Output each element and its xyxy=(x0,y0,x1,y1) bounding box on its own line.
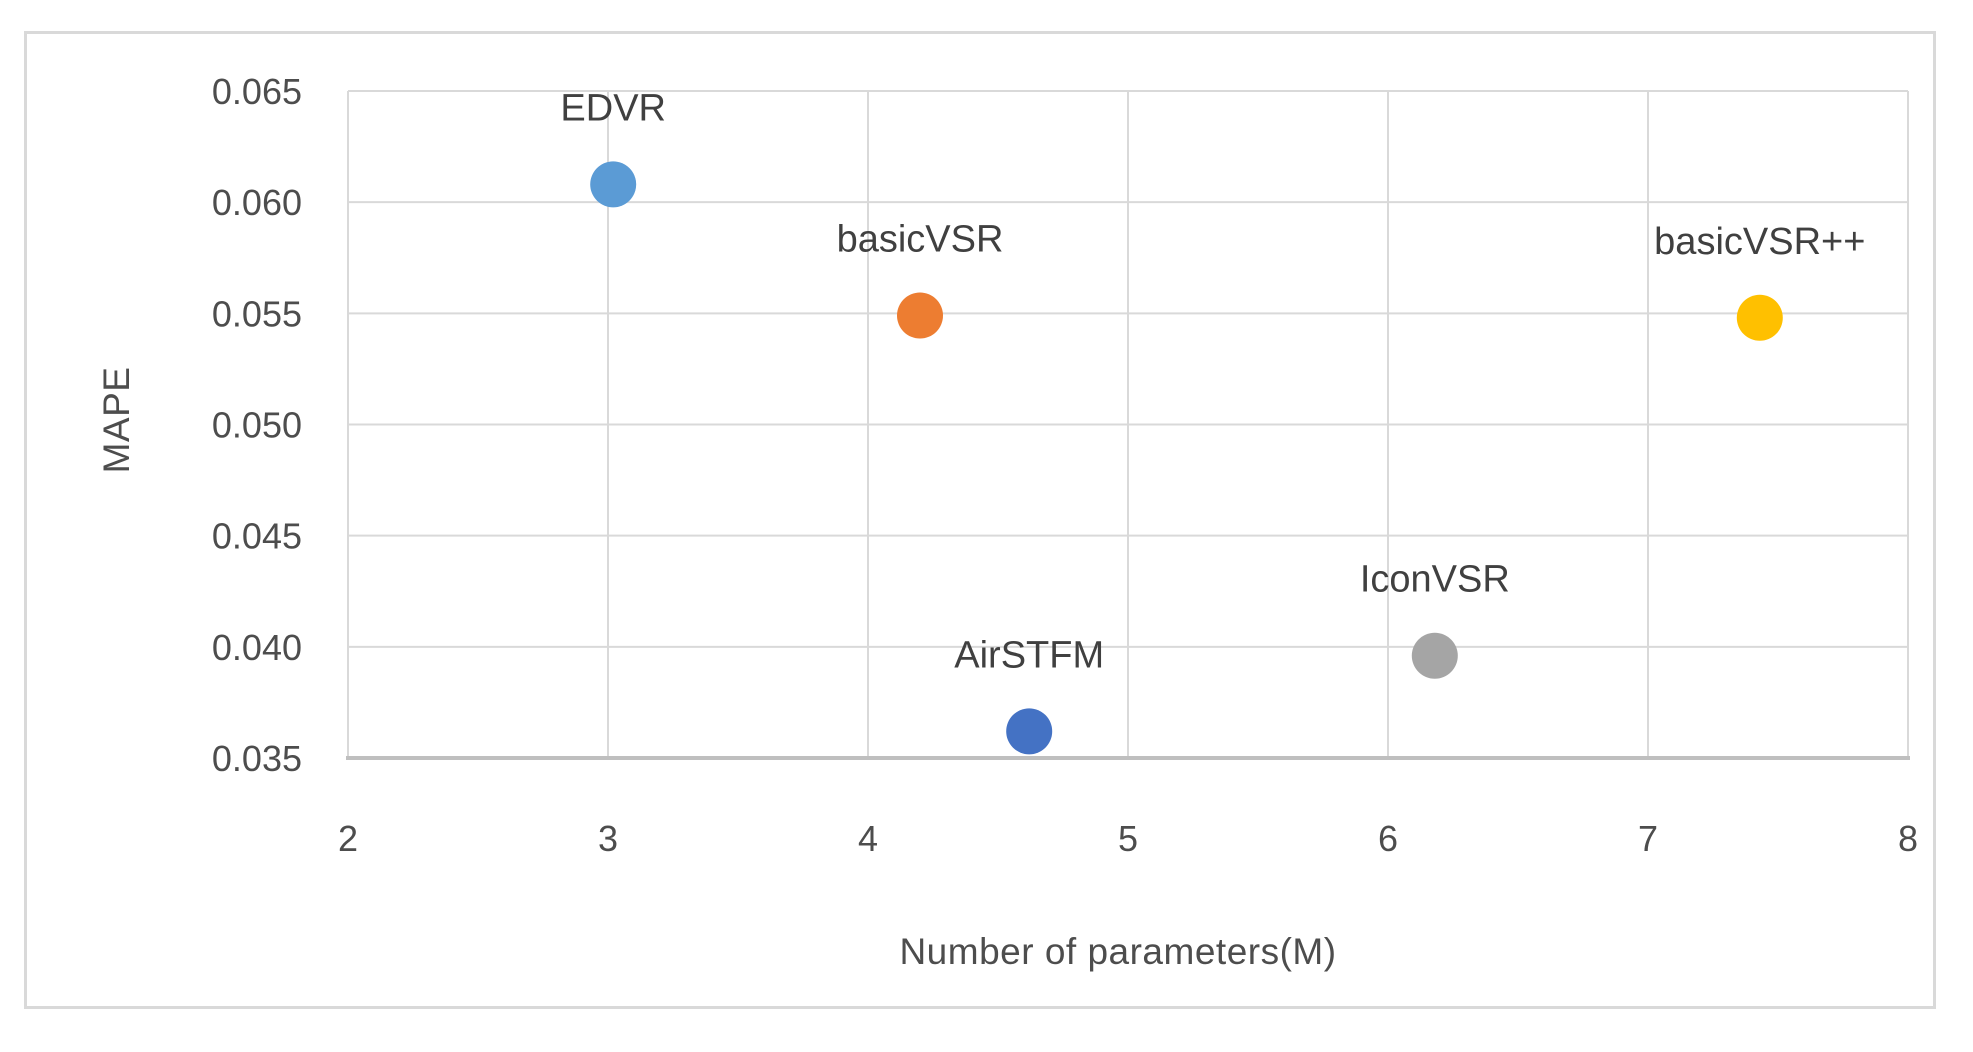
data-point-edvr xyxy=(590,161,637,208)
data-point-basicvsr xyxy=(897,292,943,339)
x-tick-label: 3 xyxy=(598,818,618,859)
data-point-basicvsr- xyxy=(1736,294,1783,341)
y-axis-title: MAPE xyxy=(96,366,137,474)
figure-frame xyxy=(24,31,1936,1009)
data-point-airstfm xyxy=(1006,708,1053,755)
point-label: IconVSR xyxy=(1360,559,1510,601)
y-tick-label: 0.060 xyxy=(212,182,302,223)
y-tick-label: 0.055 xyxy=(212,293,302,334)
x-axis-title: Number of parameters(M) xyxy=(899,931,1337,972)
x-tick-label: 7 xyxy=(1638,818,1658,859)
point-label: basicVSR++ xyxy=(1654,221,1865,263)
point-label: basicVSR xyxy=(837,219,1004,261)
y-tick-label: 0.035 xyxy=(212,738,302,779)
y-tick-label: 0.040 xyxy=(212,627,302,668)
y-tick-label: 0.050 xyxy=(212,405,302,446)
x-tick-label: 4 xyxy=(858,818,878,859)
point-label: EDVR xyxy=(560,87,666,129)
data-point-iconvsr xyxy=(1411,632,1458,679)
x-tick-label: 6 xyxy=(1378,818,1398,859)
x-tick-label: 2 xyxy=(338,818,358,859)
x-tick-label: 5 xyxy=(1118,818,1138,859)
y-tick-label: 0.065 xyxy=(212,71,302,112)
y-tick-label: 0.045 xyxy=(212,516,302,557)
x-tick-label: 8 xyxy=(1898,818,1918,859)
point-label: AirSTFM xyxy=(954,634,1104,676)
